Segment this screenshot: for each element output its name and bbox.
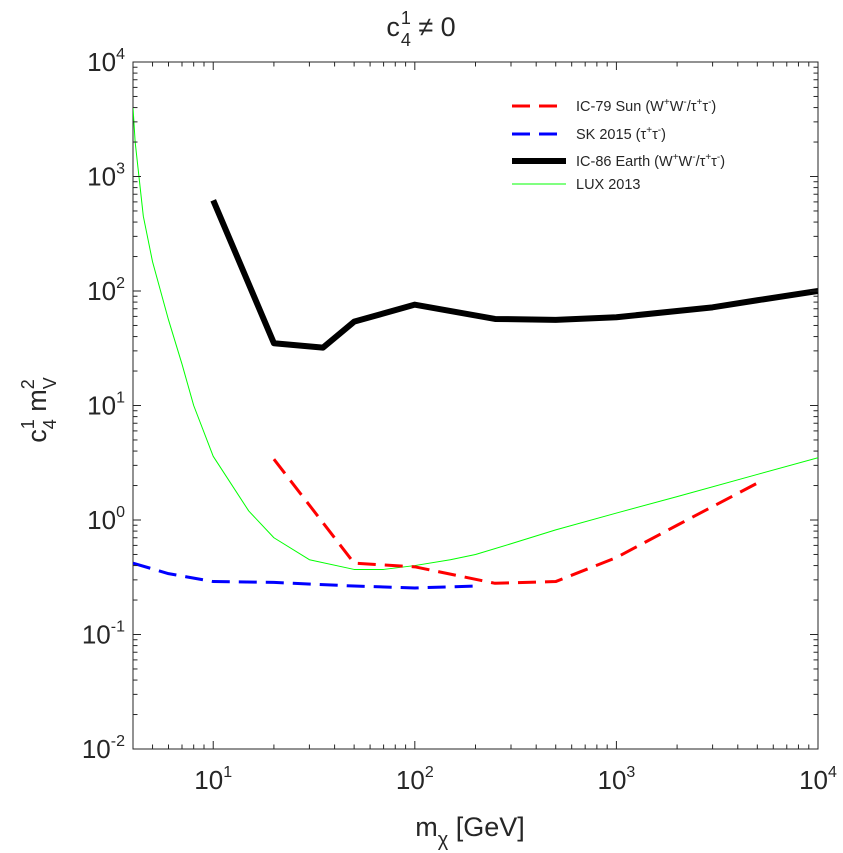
y-tick-label: 102 (87, 275, 125, 306)
x-axis-title: mχ [GeV] (415, 812, 525, 851)
x-tick-label: 103 (597, 764, 635, 795)
legend-label-sk2015: SK 2015 (τ+τ-) (576, 125, 666, 143)
x-axis-title-text: mχ [GeV] (415, 812, 525, 851)
legend-label-ic79: IC-79 Sun (W+W-/τ+τ-) (576, 97, 716, 115)
series-line-ic86 (210, 199, 818, 351)
x-tick-label: 102 (396, 764, 434, 795)
legend: IC-79 Sun (W+W-/τ+τ-) SK 2015 (τ+τ-) IC-86… (512, 97, 725, 193)
y-tick-label: 10-1 (82, 619, 125, 650)
y-tick-label: 10-2 (82, 733, 125, 764)
y-tick-label: 101 (87, 390, 125, 421)
x-tick-label: 104 (799, 764, 837, 795)
y-tick-label: 104 (87, 46, 125, 77)
chart-title: c1 4 ≠ 0 (386, 8, 455, 50)
y-axis-title-text: c1 4 m2 V (18, 377, 60, 443)
y-axis-title: c1 4 m2 V (18, 377, 60, 443)
y-tick-label: 103 (87, 161, 125, 192)
axis-ticks: 101 102 103 104 10-2 10-1 100 101 102 103 104 (82, 46, 837, 795)
y-tick-label: 100 (87, 504, 125, 535)
series-line-sk2015 (133, 561, 476, 590)
legend-label-ic86: IC-86 Earth (W+W-/τ+τ-) (576, 152, 725, 170)
series-line-ic79 (272, 458, 759, 585)
series-line-lux2013 (133, 107, 818, 570)
x-tick-label: 101 (194, 764, 232, 795)
series-layer (133, 107, 818, 590)
chart-title-text: c1 4 ≠ 0 (386, 8, 455, 50)
legend-label-lux2013: LUX 2013 (576, 177, 641, 193)
